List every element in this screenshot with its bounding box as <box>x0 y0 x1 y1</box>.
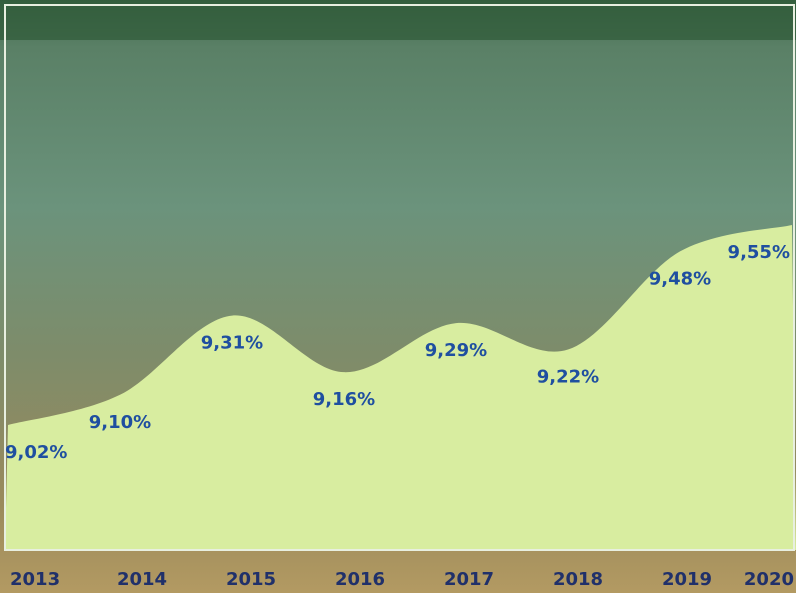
value-label: 9,22% <box>537 367 599 388</box>
x-tick-label: 2017 <box>444 569 494 590</box>
x-tick-label: 2018 <box>553 569 603 590</box>
treeline <box>0 0 796 40</box>
value-label: 9,48% <box>649 268 711 289</box>
value-label: 9,29% <box>425 340 487 361</box>
x-tick-label: 2020 <box>744 569 794 590</box>
x-tick-label: 2016 <box>335 569 385 590</box>
frame <box>4 4 795 551</box>
value-label: 9,55% <box>728 242 790 263</box>
value-label: 9,31% <box>201 333 263 354</box>
x-tick-label: 2014 <box>117 569 167 590</box>
x-tick-label: 2015 <box>226 569 276 590</box>
area <box>5 225 796 550</box>
value-label: 9,16% <box>313 389 375 410</box>
x-tick-label: 2013 <box>10 569 60 590</box>
x-tick-label: 2019 <box>662 569 712 590</box>
value-label: 9,02% <box>5 442 67 463</box>
value-label: 9,10% <box>89 412 151 433</box>
